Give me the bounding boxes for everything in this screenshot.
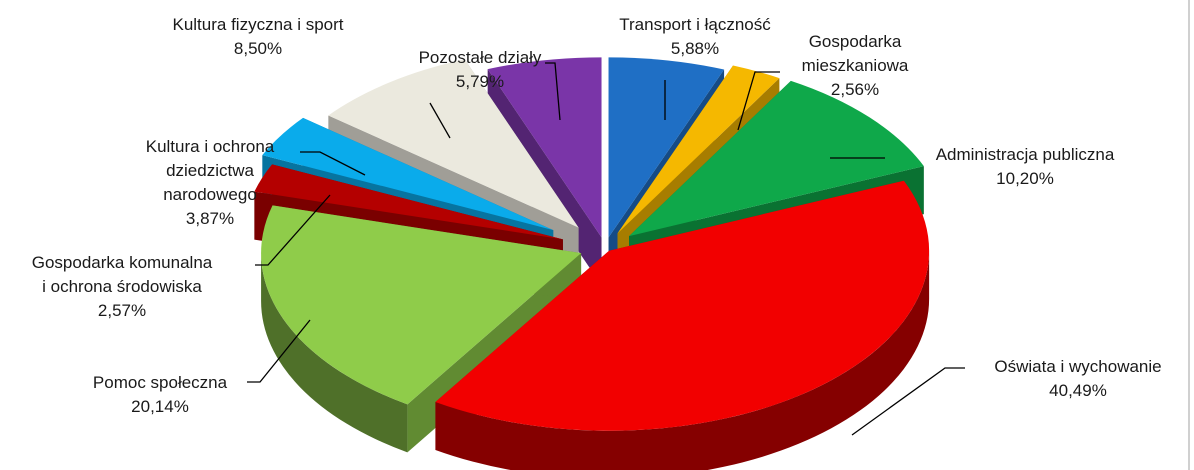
slice-value-label: 5,79% xyxy=(456,72,504,91)
slice-category-label: Kultura fizyczna i sport xyxy=(172,15,343,34)
slice-category-label: Oświata i wychowanie xyxy=(994,357,1161,376)
slices-group xyxy=(254,57,930,470)
slice-category-label: dziedzictwa xyxy=(166,161,254,180)
slice-value-label: 3,87% xyxy=(186,209,234,228)
slice-value-label: 2,56% xyxy=(831,80,879,99)
slice-value-label: 8,50% xyxy=(234,39,282,58)
slice-value-label: 20,14% xyxy=(131,397,189,416)
leader-line xyxy=(851,367,965,436)
slice-category-label: Administracja publiczna xyxy=(936,145,1115,164)
slice-category-label: Pomoc społeczna xyxy=(93,373,228,392)
slice-value-label: 2,57% xyxy=(98,301,146,320)
slice-top xyxy=(435,180,930,431)
slice-top xyxy=(261,205,582,405)
slice-category-label: Gospodarka komunalna xyxy=(32,253,213,272)
slice-category-label: Kultura i ochrona xyxy=(146,137,275,156)
slice-category-label: narodowego xyxy=(163,185,257,204)
right-edge-bar xyxy=(1188,0,1190,470)
slice-category-label: mieszkaniowa xyxy=(802,56,909,75)
slice-value-label: 5,88% xyxy=(671,39,719,58)
leader-line xyxy=(429,102,451,139)
slice-top xyxy=(487,57,602,238)
slice-rim xyxy=(435,250,930,470)
slice-category-label: Pozostałe działy xyxy=(419,48,542,67)
slice-top xyxy=(254,164,563,240)
pie-slice xyxy=(435,180,930,470)
leader-line xyxy=(255,194,331,266)
slice-category-label: Gospodarka xyxy=(809,32,902,51)
leader-line xyxy=(247,319,311,383)
slice-value-label: 40,49% xyxy=(1049,381,1107,400)
slice-category-label: Transport i łączność xyxy=(619,15,771,34)
slice-top xyxy=(608,57,725,238)
leader-line xyxy=(545,62,561,121)
slice-top xyxy=(262,117,554,231)
slice-top xyxy=(328,59,579,228)
slice-top xyxy=(629,80,924,237)
slice-top xyxy=(617,65,780,234)
leader-line xyxy=(300,151,366,176)
slice-category-label: i ochrona środowiska xyxy=(42,277,202,296)
slice-value-label: 10,20% xyxy=(996,169,1054,188)
slice-rim xyxy=(261,253,408,453)
leader-line xyxy=(737,71,780,131)
labels-group: Transport i łączność 5,88% Gospodarka miesz… xyxy=(32,15,1162,436)
